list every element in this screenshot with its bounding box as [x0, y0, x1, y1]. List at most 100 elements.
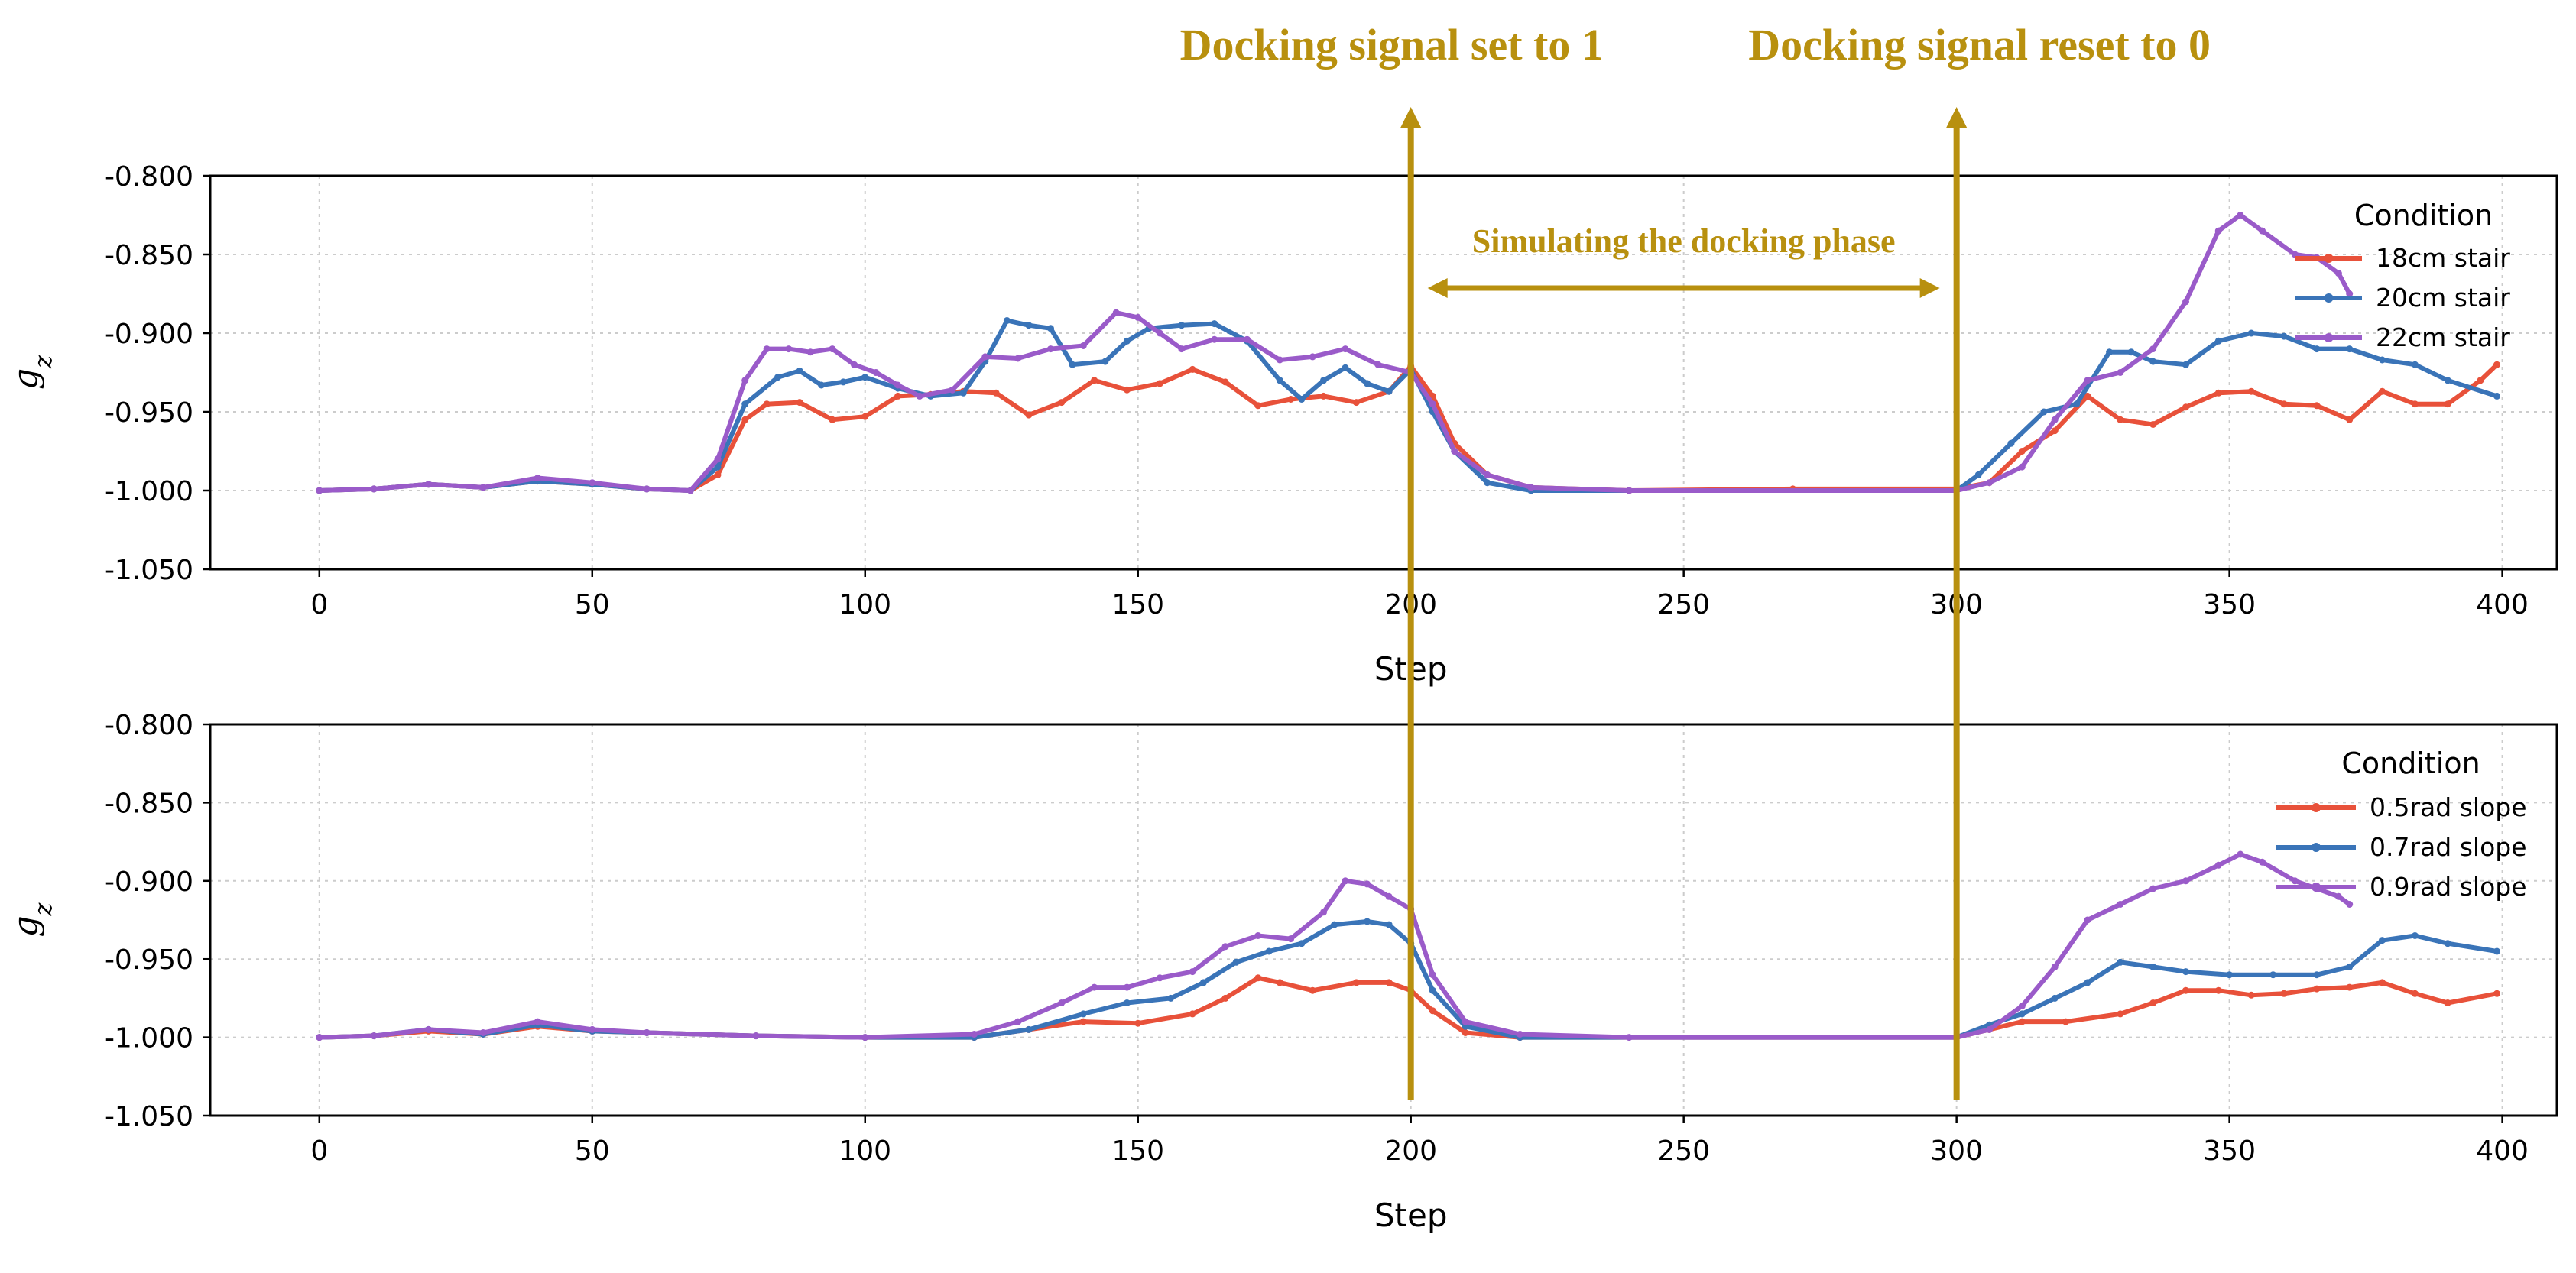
data-point	[1156, 329, 1163, 337]
data-point	[1025, 322, 1033, 329]
slope-panel: 0 50 100 150 200 250 300 350 400 -0.800 -0.850 -0.9…	[6, 710, 2558, 1234]
data-point	[818, 381, 826, 389]
data-point	[1462, 1022, 1469, 1030]
docking-phase-label: Simulating the docking phase	[1472, 222, 1896, 260]
data-point	[686, 487, 694, 494]
x-tick-label: 300	[1930, 1135, 1983, 1167]
y-tick-label: -0.950	[105, 397, 193, 429]
y-tick-label: -1.050	[105, 1101, 193, 1132]
data-point	[2214, 861, 2222, 869]
data-point	[2493, 392, 2500, 400]
data-point	[2117, 416, 2124, 423]
data-point	[479, 1029, 487, 1036]
data-point	[1014, 355, 1022, 362]
data-point	[1352, 399, 1360, 407]
data-point	[2149, 358, 2157, 365]
stair-panel: 050100150200250300350400-0.800-0.850-0.9…	[6, 161, 2558, 688]
x-tick-label: 50	[575, 1135, 610, 1167]
data-point	[2269, 971, 2277, 979]
data-point	[2084, 979, 2091, 986]
data-point	[1462, 1029, 1469, 1036]
data-point	[1058, 999, 1066, 1006]
data-point	[2444, 400, 2451, 408]
data-point	[1429, 400, 1436, 408]
data-point	[2051, 427, 2059, 435]
data-point	[2106, 348, 2114, 356]
data-point	[1352, 979, 1360, 986]
data-point	[1298, 940, 1306, 947]
data-point	[2259, 858, 2266, 866]
data-point	[2334, 270, 2342, 277]
x-tick-label: 0	[310, 1135, 328, 1167]
x-tick-label: 100	[839, 1135, 891, 1167]
data-point	[2149, 963, 2157, 970]
data-point	[1298, 396, 1306, 403]
legend-title: Condition	[2354, 199, 2493, 232]
data-point	[2117, 369, 2124, 376]
data-point	[2051, 963, 2059, 970]
data-point	[1221, 378, 1229, 386]
data-point	[1625, 487, 1633, 494]
data-point	[2073, 400, 2081, 408]
data-point	[2313, 345, 2321, 353]
data-point	[763, 400, 771, 408]
data-point	[1974, 471, 1982, 478]
data-point	[425, 481, 433, 488]
y-tick-label: -1.000	[105, 476, 193, 507]
legend-swatch-marker	[2324, 333, 2334, 342]
data-point	[949, 386, 956, 394]
data-point	[316, 1034, 323, 1041]
data-point	[2149, 421, 2157, 428]
x-tick-label: 250	[1657, 1135, 1710, 1167]
data-point	[1025, 411, 1033, 419]
data-point	[1123, 337, 1131, 345]
data-point	[1287, 396, 1295, 403]
legend-title: Condition	[2341, 747, 2480, 780]
data-point	[1003, 317, 1011, 324]
data-point	[2346, 290, 2354, 297]
data-point	[1047, 345, 1054, 353]
data-point	[981, 353, 989, 361]
plot-frame	[209, 174, 2558, 571]
data-point	[1254, 932, 1262, 939]
data-point	[839, 378, 847, 386]
data-point	[1527, 484, 1535, 491]
data-point	[2182, 403, 2189, 411]
data-point	[2280, 332, 2288, 340]
data-point	[1385, 387, 1393, 395]
data-point	[1254, 402, 1262, 410]
y-tick-label: -0.900	[105, 866, 193, 898]
x-tick-label: 250	[1657, 589, 1710, 620]
data-point	[829, 345, 836, 353]
y-axis-title: gz	[6, 355, 57, 390]
data-point	[1221, 943, 1229, 951]
data-point	[589, 479, 596, 487]
data-point	[1211, 320, 1218, 328]
data-point	[2051, 416, 2059, 423]
data-point	[2444, 999, 2451, 1006]
data-point	[916, 392, 923, 400]
data-point	[2117, 958, 2124, 966]
data-point	[2214, 986, 2222, 994]
data-point	[2062, 1018, 2069, 1025]
data-point	[1091, 983, 1098, 991]
data-point	[2379, 979, 2386, 986]
data-point	[1320, 377, 1327, 384]
data-point	[1079, 342, 1087, 349]
data-point	[2411, 400, 2419, 408]
data-point	[2018, 1018, 2026, 1025]
data-point	[1320, 392, 1327, 400]
data-point	[2411, 990, 2419, 997]
data-point	[2226, 971, 2234, 979]
data-point	[971, 1031, 978, 1038]
data-point	[1091, 377, 1098, 384]
data-point	[2007, 439, 2015, 447]
dock-reset-arrow-head	[1945, 107, 1968, 128]
data-point	[2149, 345, 2157, 353]
data-point	[2379, 387, 2386, 395]
data-point	[806, 348, 814, 356]
data-point	[2477, 377, 2484, 384]
series-line-3	[316, 852, 2352, 1040]
data-point	[2493, 361, 2500, 368]
